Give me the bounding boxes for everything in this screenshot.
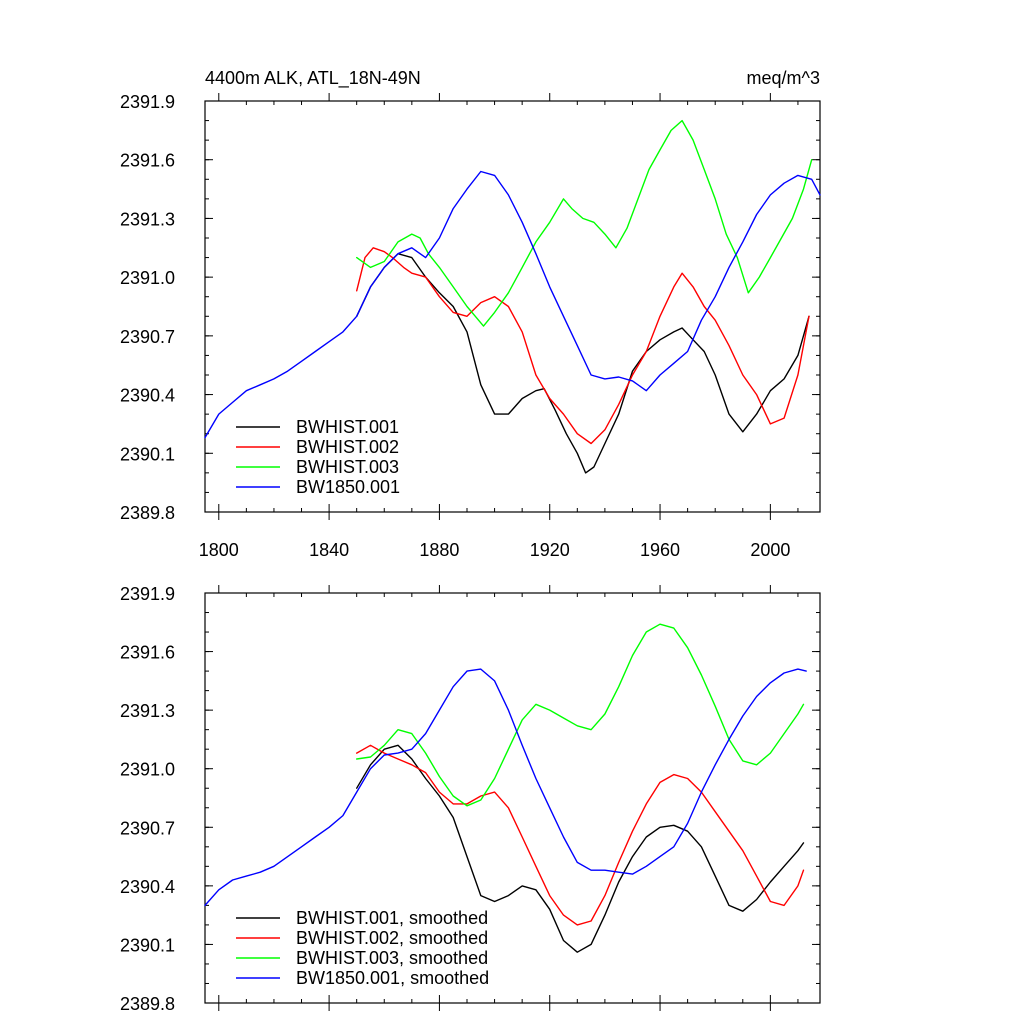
legend-label: BWHIST.002 <box>296 437 399 457</box>
series-line-bwhist-001-smoothed <box>356 744 805 953</box>
y-tick-label: 2391.9 <box>120 584 175 604</box>
series-line-bw1850-001 <box>204 170 821 439</box>
legend-label: BWHIST.003, smoothed <box>296 948 488 968</box>
y-tick-label: 2390.4 <box>120 386 175 406</box>
y-tick-label: 2390.1 <box>120 935 175 955</box>
top-panel: 4400m ALK, ATL_18N-49N meq/m^3 2391.9 239… <box>120 68 821 560</box>
y-tick-label: 2391.9 <box>120 92 175 112</box>
y-tick-label: 2391.6 <box>120 643 175 663</box>
series-line-bwhist-003-smoothed <box>356 623 805 807</box>
legend-label: BWHIST.001, smoothed <box>296 908 488 928</box>
x-tick-label: 1880 <box>419 540 459 560</box>
series-line-bwhist-002-smoothed <box>356 744 805 926</box>
y-tick-label: 2391.3 <box>120 701 175 721</box>
x-tick-label: 1800 <box>199 540 239 560</box>
series-line-bw1850-001-smoothed <box>204 668 807 907</box>
legend-label: BWHIST.003 <box>296 457 399 477</box>
series-line-bwhist-001 <box>356 252 810 474</box>
y-tick-label: 2390.4 <box>120 877 175 897</box>
plot-frame <box>204 592 821 1004</box>
y-tick-label: 2389.8 <box>120 994 175 1014</box>
legend-label: BW1850.001 <box>296 477 400 497</box>
legend-label: BWHIST.002, smoothed <box>296 928 488 948</box>
y-tick-label: 2391.0 <box>120 760 175 780</box>
legend-label: BWHIST.001 <box>296 417 399 437</box>
bottom-panel: 2391.9 2391.6 2391.3 2391.0 2390.7 2390.4 2390… <box>120 584 821 1014</box>
y-tick-label: 2391.3 <box>120 209 175 229</box>
y-tick-label: 2391.6 <box>120 151 175 171</box>
x-tick-label: 1840 <box>309 540 349 560</box>
plot-frame <box>204 100 821 513</box>
series-line-bwhist-003 <box>356 119 813 327</box>
y-tick-label: 2389.8 <box>120 503 175 523</box>
x-tick-label: 1960 <box>640 540 680 560</box>
y-tick-label: 2390.7 <box>120 327 175 347</box>
legend-label: BW1850.001, smoothed <box>296 968 489 988</box>
top-panel-title: 4400m ALK, ATL_18N-49N <box>205 68 421 89</box>
y-tick-label: 2391.0 <box>120 268 175 288</box>
top-panel-units: meq/m^3 <box>747 68 820 88</box>
x-tick-label: 2000 <box>750 540 790 560</box>
x-tick-label: 1920 <box>530 540 570 560</box>
series-line-bwhist-002 <box>356 247 810 445</box>
y-tick-label: 2390.7 <box>120 818 175 838</box>
y-tick-label: 2390.1 <box>120 444 175 464</box>
